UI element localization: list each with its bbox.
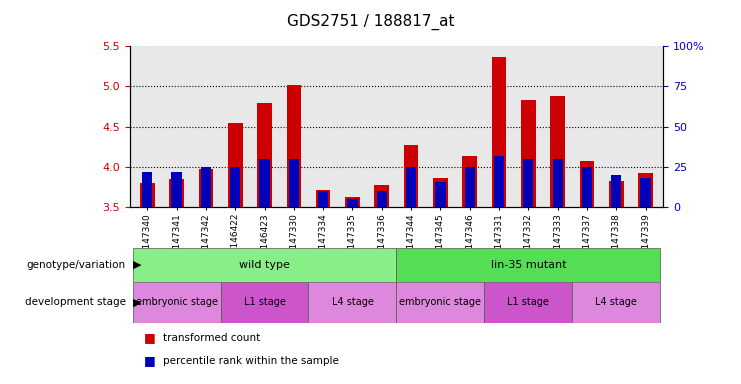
Bar — [257, 103, 272, 207]
Bar — [308, 282, 396, 323]
Bar — [582, 167, 592, 207]
Bar — [345, 197, 360, 207]
Bar — [289, 159, 299, 207]
Bar — [640, 178, 651, 207]
Text: lin-35 mutant: lin-35 mutant — [491, 260, 566, 270]
Text: ▶: ▶ — [133, 260, 142, 270]
Bar — [462, 156, 477, 207]
Bar — [433, 177, 448, 207]
Text: embryonic stage: embryonic stage — [399, 297, 482, 308]
Bar — [201, 167, 211, 207]
Bar — [133, 282, 221, 323]
Bar — [572, 282, 660, 323]
Bar — [142, 172, 153, 207]
Bar — [396, 248, 660, 282]
Bar — [287, 85, 301, 207]
Bar — [316, 190, 330, 207]
Bar — [485, 282, 572, 323]
Bar — [523, 159, 534, 207]
Text: L4 stage: L4 stage — [331, 297, 373, 308]
Bar — [259, 159, 270, 207]
Bar — [404, 145, 419, 207]
Bar — [465, 167, 475, 207]
Bar — [230, 167, 240, 207]
Bar — [140, 183, 155, 207]
Bar — [521, 100, 536, 207]
Text: ■: ■ — [144, 354, 160, 367]
Text: development stage: development stage — [25, 297, 126, 308]
Bar — [199, 169, 213, 207]
Text: L1 stage: L1 stage — [508, 297, 549, 308]
Text: GDS2751 / 188817_at: GDS2751 / 188817_at — [287, 13, 454, 30]
Bar — [228, 123, 242, 207]
Bar — [348, 199, 358, 207]
Bar — [169, 179, 184, 207]
Bar — [492, 57, 506, 207]
Bar — [553, 159, 563, 207]
Bar — [611, 175, 622, 207]
Text: wild type: wild type — [239, 260, 290, 270]
Bar — [494, 156, 504, 207]
Bar — [221, 282, 308, 323]
Text: ▶: ▶ — [133, 297, 142, 308]
Text: ■: ■ — [144, 331, 160, 344]
Bar — [638, 173, 653, 207]
Bar — [133, 248, 396, 282]
Bar — [579, 161, 594, 207]
Bar — [551, 96, 565, 207]
Bar — [376, 191, 387, 207]
Text: genotype/variation: genotype/variation — [27, 260, 126, 270]
Text: percentile rank within the sample: percentile rank within the sample — [163, 356, 339, 366]
Bar — [374, 185, 389, 207]
Text: embryonic stage: embryonic stage — [136, 297, 218, 308]
Text: transformed count: transformed count — [163, 333, 260, 343]
Text: L4 stage: L4 stage — [595, 297, 637, 308]
Bar — [318, 191, 328, 207]
Text: L1 stage: L1 stage — [244, 297, 285, 308]
Bar — [396, 282, 485, 323]
Bar — [435, 182, 445, 207]
Bar — [171, 172, 182, 207]
Bar — [609, 181, 624, 207]
Bar — [406, 167, 416, 207]
